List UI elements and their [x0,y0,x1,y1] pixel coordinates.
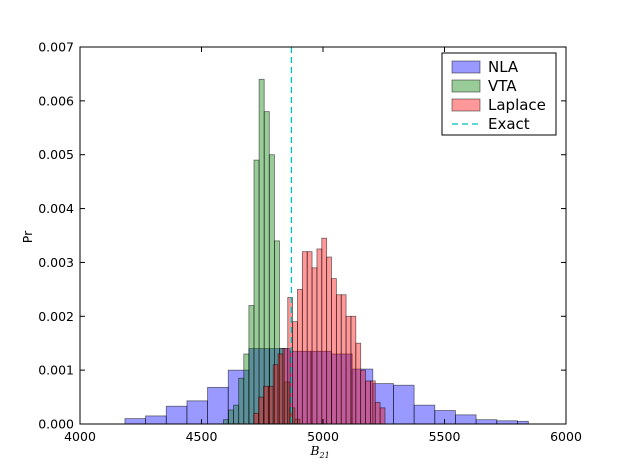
histogram-bar [186,400,208,425]
x-tick-label: 4500 [186,429,218,444]
histogram-bar [263,111,270,425]
x-tick-label: 6000 [550,429,582,444]
histogram-bar [253,159,260,425]
histogram-bar [248,305,255,425]
legend-label: NLA [488,58,519,76]
histogram-bar [301,251,308,425]
x-axis-label-subscript: 21 [319,451,330,460]
histogram-bar [455,414,477,425]
histogram-bar [267,385,274,425]
histogram-bar [258,396,264,425]
histogram-bar [124,418,147,425]
histogram-bar [331,278,337,425]
histogram-bar [365,380,371,425]
y-tick-label: 0.001 [38,363,74,378]
histogram-bar [345,315,352,425]
y-tick-label: 0.004 [38,201,74,216]
y-tick-label: 0.006 [38,93,74,108]
axis-ticks: 4000 4500 5000 5500 6000 0.000 0.001 0.002 0.003… [38,40,582,445]
y-tick-label: 0.003 [38,255,74,270]
histogram-bar [355,342,362,425]
x-tick-label: 4000 [64,429,96,444]
histogram-bar [222,419,229,425]
y-tick-label: 0.005 [38,147,74,162]
legend-label: Laplace [488,96,546,114]
histogram-bar [207,386,229,425]
x-tick-label: 5000 [307,429,339,444]
histogram-bar [228,409,234,425]
histogram-bar [263,385,269,425]
y-tick-label: 0.000 [38,417,74,432]
y-axis-label: Pr [20,230,35,243]
histogram-bar [165,405,188,425]
histogram-bar [272,364,279,425]
legend-item-laplace: Laplace [451,96,546,114]
histogram-bar [306,251,313,425]
histogram-bar [360,369,366,425]
legend-swatch [451,98,481,112]
histogram-bar [350,315,357,425]
histogram-bar [292,321,298,425]
histogram-bar [321,237,328,425]
legend-swatch [451,79,481,93]
histogram-bar [335,294,342,425]
histogram-bar [316,248,323,425]
histogram-bar [253,412,260,425]
histogram-bar [340,294,347,425]
legend-label: VTA [488,77,517,95]
histogram-bar [258,78,265,425]
histogram-bar [145,415,167,425]
histogram-bar [413,404,436,425]
histogram-bar [434,410,456,425]
legend-item-nla: NLA [451,58,519,76]
histogram-bar [243,353,250,425]
x-tick-label: 5500 [429,429,461,444]
y-tick-label: 0.007 [38,40,74,55]
histogram-bar [369,380,376,425]
histogram-bar [282,348,289,425]
histogram-bar [475,419,498,425]
legend-swatch [451,60,481,74]
histogram-bar [379,407,386,425]
histogram-bar [233,404,240,425]
histogram-bar [326,256,332,425]
y-tick-label: 0.002 [38,309,74,324]
histogram-bar [238,377,245,425]
legend-box [441,52,557,136]
histogram-bar [277,353,284,425]
legend-item-vta: VTA [451,77,517,95]
histogram-bar [311,267,318,425]
histogram-bar [297,288,303,425]
legend-label: Exact [488,115,530,133]
legend-item-exact: Exact [452,115,530,133]
histogram-bar [374,402,381,425]
x-axis-label: B21 [309,443,329,460]
histogram-bar [393,384,415,425]
x-axis-label-main: B [309,443,319,458]
